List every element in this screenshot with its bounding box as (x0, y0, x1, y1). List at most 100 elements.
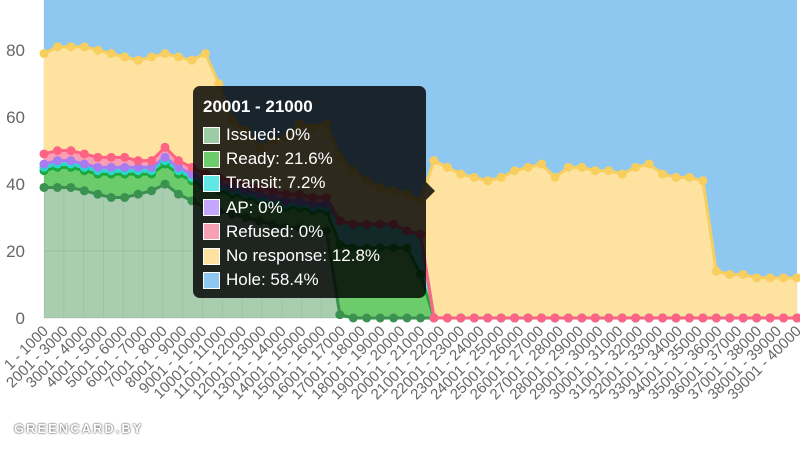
point-refused[interactable] (510, 313, 520, 323)
point-no-response[interactable] (442, 162, 452, 172)
point-ap[interactable] (79, 159, 89, 169)
point-no-response[interactable] (711, 266, 721, 276)
point-ap[interactable] (66, 156, 76, 166)
point-no-response[interactable] (658, 169, 668, 179)
point-no-response[interactable] (631, 162, 641, 172)
point-no-response[interactable] (738, 269, 748, 279)
point-refused[interactable] (133, 156, 143, 166)
point-refused[interactable] (469, 313, 479, 323)
point-no-response[interactable] (160, 49, 170, 59)
point-refused[interactable] (483, 313, 493, 323)
point-no-response[interactable] (496, 172, 506, 182)
point-refused[interactable] (563, 313, 573, 323)
point-no-response[interactable] (200, 49, 210, 59)
point-no-response[interactable] (577, 162, 587, 172)
point-issued[interactable] (66, 182, 76, 192)
point-no-response[interactable] (684, 172, 694, 182)
point-no-response[interactable] (523, 162, 533, 172)
point-no-response[interactable] (214, 79, 224, 89)
point-no-response[interactable] (483, 176, 493, 186)
point-ap[interactable] (147, 162, 157, 172)
point-no-response[interactable] (456, 169, 466, 179)
point-refused[interactable] (523, 313, 533, 323)
point-no-response[interactable] (752, 273, 762, 283)
point-issued[interactable] (375, 313, 385, 323)
point-no-response[interactable] (725, 269, 735, 279)
point-no-response[interactable] (792, 273, 800, 283)
point-refused[interactable] (147, 156, 157, 166)
point-no-response[interactable] (187, 55, 197, 65)
point-no-response[interactable] (604, 166, 614, 176)
point-no-response[interactable] (563, 162, 573, 172)
point-refused[interactable] (79, 149, 89, 159)
point-issued[interactable] (389, 313, 399, 323)
point-refused[interactable] (658, 313, 668, 323)
point-no-response[interactable] (93, 45, 103, 55)
point-refused[interactable] (39, 149, 49, 159)
point-refused[interactable] (537, 313, 547, 323)
point-refused[interactable] (792, 313, 800, 323)
point-refused[interactable] (120, 152, 130, 162)
point-no-response[interactable] (79, 42, 89, 52)
point-ap[interactable] (52, 156, 62, 166)
point-ap[interactable] (120, 162, 130, 172)
point-issued[interactable] (106, 192, 116, 202)
point-issued[interactable] (52, 182, 62, 192)
point-issued[interactable] (39, 182, 49, 192)
point-ap[interactable] (173, 162, 183, 172)
point-refused[interactable] (550, 313, 560, 323)
point-no-response[interactable] (644, 159, 654, 169)
point-ap[interactable] (160, 152, 170, 162)
point-no-response[interactable] (671, 172, 681, 182)
point-issued[interactable] (133, 189, 143, 199)
point-no-response[interactable] (765, 273, 775, 283)
point-refused[interactable] (66, 146, 76, 156)
point-refused[interactable] (738, 313, 748, 323)
point-refused[interactable] (160, 142, 170, 152)
point-issued[interactable] (335, 310, 345, 320)
point-no-response[interactable] (537, 159, 547, 169)
point-ap[interactable] (106, 162, 116, 172)
point-refused[interactable] (752, 313, 762, 323)
point-refused[interactable] (644, 313, 654, 323)
point-no-response[interactable] (590, 166, 600, 176)
point-ap[interactable] (39, 159, 49, 169)
point-refused[interactable] (711, 313, 721, 323)
point-refused[interactable] (604, 313, 614, 323)
point-refused[interactable] (617, 313, 627, 323)
point-refused[interactable] (765, 313, 775, 323)
point-issued[interactable] (147, 186, 157, 196)
point-no-response[interactable] (147, 52, 157, 62)
point-refused[interactable] (779, 313, 789, 323)
point-no-response[interactable] (429, 156, 439, 166)
point-refused[interactable] (52, 146, 62, 156)
point-refused[interactable] (577, 313, 587, 323)
point-no-response[interactable] (173, 52, 183, 62)
point-refused[interactable] (456, 313, 466, 323)
point-no-response[interactable] (52, 42, 62, 52)
point-issued[interactable] (402, 313, 412, 323)
point-refused[interactable] (429, 313, 439, 323)
point-issued[interactable] (362, 313, 372, 323)
point-no-response[interactable] (617, 169, 627, 179)
point-no-response[interactable] (698, 176, 708, 186)
point-refused[interactable] (93, 152, 103, 162)
point-refused[interactable] (631, 313, 641, 323)
point-issued[interactable] (160, 179, 170, 189)
point-issued[interactable] (79, 186, 89, 196)
point-refused[interactable] (671, 313, 681, 323)
point-issued[interactable] (120, 192, 130, 202)
point-refused[interactable] (698, 313, 708, 323)
point-refused[interactable] (590, 313, 600, 323)
point-refused[interactable] (106, 152, 116, 162)
point-refused[interactable] (442, 313, 452, 323)
point-issued[interactable] (416, 313, 425, 323)
point-no-response[interactable] (133, 55, 143, 65)
point-refused[interactable] (684, 313, 694, 323)
point-refused[interactable] (173, 156, 183, 166)
point-no-response[interactable] (550, 172, 560, 182)
point-no-response[interactable] (779, 273, 789, 283)
point-ap[interactable] (133, 162, 143, 172)
point-refused[interactable] (725, 313, 735, 323)
point-no-response[interactable] (106, 49, 116, 59)
